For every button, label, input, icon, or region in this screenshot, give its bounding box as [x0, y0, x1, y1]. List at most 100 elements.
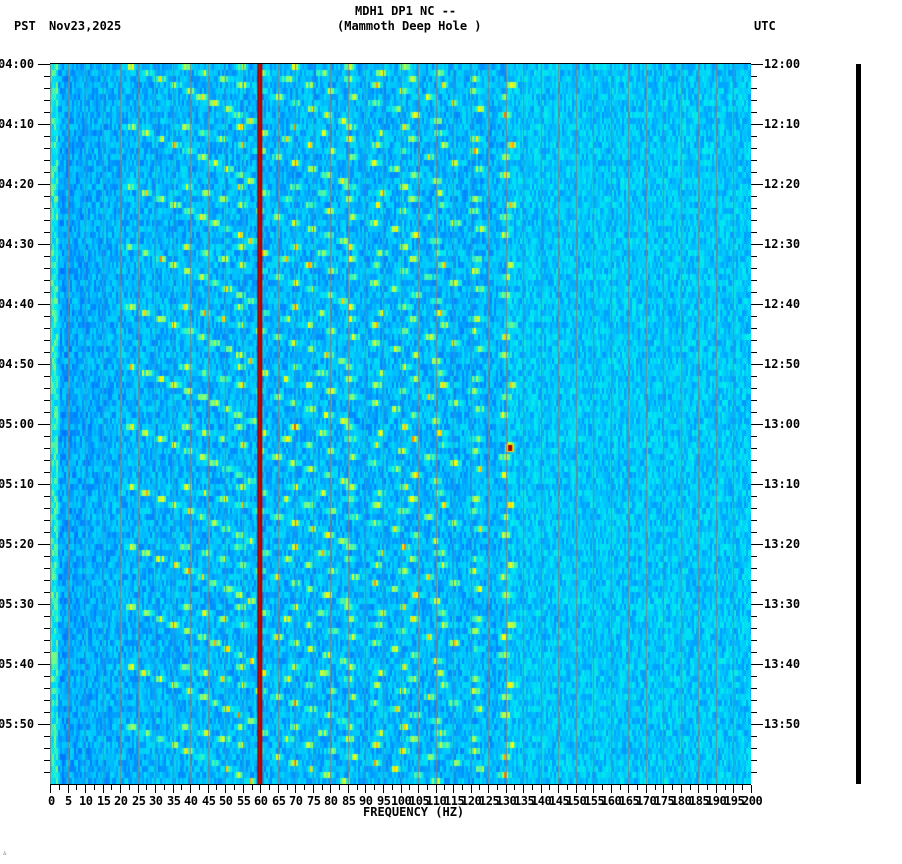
right-timezone-label: UTC	[754, 19, 776, 33]
left-minor-tick	[44, 532, 50, 533]
freq-major-tick	[593, 785, 594, 793]
freq-major-tick	[278, 785, 279, 793]
left-minor-tick	[44, 688, 50, 689]
freq-tick-label: 160	[601, 794, 622, 808]
left-minor-tick	[44, 316, 50, 317]
right-major-tick	[751, 484, 763, 485]
right-minor-tick	[751, 88, 757, 89]
freq-tick-label: 55	[237, 794, 251, 808]
x-axis-title: FREQUENCY (HZ)	[363, 805, 465, 819]
right-minor-tick	[751, 160, 757, 161]
freq-major-tick	[663, 785, 664, 793]
freq-tick-label: 200	[742, 794, 763, 808]
left-minor-tick	[44, 88, 50, 89]
freq-tick-label: 0	[48, 794, 55, 808]
left-major-tick	[38, 604, 50, 605]
right-minor-tick	[751, 772, 757, 773]
right-minor-tick	[751, 460, 757, 461]
left-minor-tick	[44, 760, 50, 761]
right-minor-tick	[751, 580, 757, 581]
date-label: Nov23,2025	[49, 19, 122, 33]
left-minor-tick	[44, 136, 50, 137]
freq-tick-label: 35	[167, 794, 181, 808]
freq-tick-label: 180	[671, 794, 692, 808]
left-minor-tick	[44, 580, 50, 581]
freq-minor-tick	[181, 785, 182, 790]
left-minor-tick	[44, 400, 50, 401]
freq-major-tick	[716, 785, 717, 793]
left-minor-tick	[44, 148, 50, 149]
left-minor-tick	[44, 352, 50, 353]
left-minor-tick	[44, 460, 50, 461]
freq-minor-tick	[620, 785, 621, 790]
left-minor-tick	[44, 508, 50, 509]
left-minor-tick	[44, 640, 50, 641]
right-minor-tick	[751, 712, 757, 713]
left-minor-tick	[44, 160, 50, 161]
left-minor-tick	[44, 676, 50, 677]
right-time-label: 12:50	[764, 357, 801, 371]
freq-tick-label: 170	[636, 794, 657, 808]
x-axis-line	[50, 784, 751, 785]
right-major-tick	[751, 304, 763, 305]
left-minor-tick	[44, 340, 50, 341]
right-minor-tick	[751, 688, 757, 689]
freq-tick-label: 40	[184, 794, 198, 808]
left-minor-tick	[44, 328, 50, 329]
right-minor-tick	[751, 508, 757, 509]
left-minor-tick	[44, 172, 50, 173]
freq-minor-tick	[725, 785, 726, 790]
left-minor-tick	[44, 448, 50, 449]
freq-major-tick	[173, 785, 174, 793]
left-minor-tick	[44, 772, 50, 773]
left-time-label: 04:40	[0, 297, 35, 311]
left-minor-tick	[44, 232, 50, 233]
freq-major-tick	[103, 785, 104, 793]
freq-major-tick	[383, 785, 384, 793]
left-major-tick	[38, 244, 50, 245]
right-minor-tick	[751, 112, 757, 113]
freq-major-tick	[208, 785, 209, 793]
freq-minor-tick	[164, 785, 165, 790]
freq-major-tick	[68, 785, 69, 793]
freq-major-tick	[471, 785, 472, 793]
right-major-tick	[751, 124, 763, 125]
right-minor-tick	[751, 328, 757, 329]
right-minor-tick	[751, 556, 757, 557]
right-minor-tick	[751, 148, 757, 149]
freq-minor-tick	[549, 785, 550, 790]
right-minor-tick	[751, 376, 757, 377]
freq-tick-label: 125	[479, 794, 500, 808]
left-minor-tick	[44, 208, 50, 209]
freq-tick-label: 10	[79, 794, 93, 808]
freq-minor-tick	[269, 785, 270, 790]
freq-minor-tick	[59, 785, 60, 790]
freq-tick-label: 70	[289, 794, 303, 808]
right-time-label: 13:10	[764, 477, 801, 491]
left-major-tick	[38, 124, 50, 125]
freq-minor-tick	[129, 785, 130, 790]
right-major-tick	[751, 544, 763, 545]
right-minor-tick	[751, 616, 757, 617]
freq-major-tick	[243, 785, 244, 793]
left-major-tick	[38, 64, 50, 65]
left-minor-tick	[44, 292, 50, 293]
right-minor-tick	[751, 592, 757, 593]
left-time-label: 05:00	[0, 417, 35, 431]
freq-tick-label: 165	[619, 794, 640, 808]
left-minor-tick	[44, 268, 50, 269]
freq-major-tick	[576, 785, 577, 793]
right-minor-tick	[751, 436, 757, 437]
right-minor-tick	[751, 652, 757, 653]
left-minor-tick	[44, 196, 50, 197]
freq-minor-tick	[357, 785, 358, 790]
right-minor-tick	[751, 340, 757, 341]
right-major-tick	[751, 664, 763, 665]
left-minor-tick	[44, 700, 50, 701]
freq-minor-tick	[199, 785, 200, 790]
left-time-label: 05:10	[0, 477, 35, 491]
freq-minor-tick	[567, 785, 568, 790]
right-minor-tick	[751, 388, 757, 389]
left-major-tick	[38, 544, 50, 545]
right-minor-tick	[751, 520, 757, 521]
